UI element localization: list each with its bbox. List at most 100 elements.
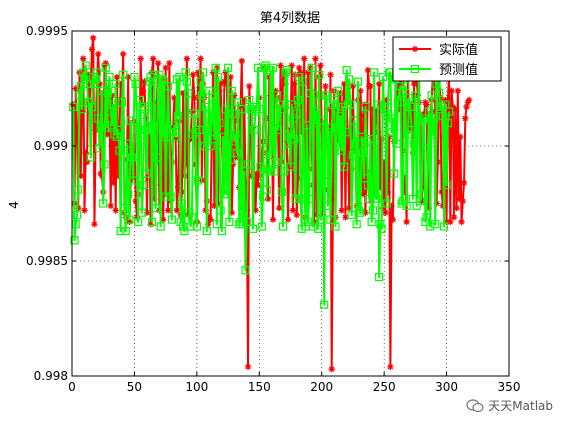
data-point [345, 75, 354, 84]
data-point [444, 96, 452, 104]
data-point [423, 144, 432, 153]
data-point [333, 86, 343, 95]
data-point [172, 75, 181, 84]
data-point [218, 129, 226, 136]
data-point [305, 194, 314, 203]
data-point [120, 204, 129, 213]
data-point [357, 87, 364, 94]
data-point [159, 216, 167, 223]
data-point [358, 148, 368, 157]
data-point [318, 126, 325, 134]
data-point [85, 71, 92, 78]
data-point [141, 78, 148, 85]
data-point [210, 135, 219, 144]
data-point [288, 62, 295, 69]
data-point [227, 73, 234, 81]
data-point [72, 210, 82, 220]
data-point [287, 100, 296, 109]
data-point [411, 91, 420, 100]
data-point [162, 64, 169, 71]
data-point [174, 111, 183, 121]
data-point [268, 63, 278, 72]
data-point [217, 80, 224, 88]
data-point [211, 63, 220, 72]
data-point [348, 151, 358, 160]
data-point [200, 141, 209, 151]
data-point [201, 102, 210, 112]
x-tick-label: 50 [127, 380, 142, 394]
data-point [330, 95, 339, 105]
data-point [151, 204, 160, 213]
data-point [197, 91, 206, 100]
y-tick-label: 0.999 [34, 139, 68, 153]
data-point [141, 125, 150, 135]
data-point [243, 160, 253, 169]
data-point [278, 222, 288, 231]
data-point [225, 217, 234, 226]
data-point [429, 114, 439, 123]
data-point [203, 123, 213, 132]
x-tick-label: 350 [498, 380, 521, 394]
data-point [143, 209, 151, 216]
data-point [419, 184, 427, 191]
data-point [156, 222, 165, 231]
data-point [270, 167, 279, 176]
data-point [420, 110, 428, 117]
data-point [194, 176, 203, 185]
data-point [453, 204, 460, 212]
data-point [139, 87, 147, 94]
data-point [192, 222, 201, 231]
data-point [394, 83, 402, 90]
data-point [312, 107, 321, 116]
data-point [189, 130, 198, 139]
data-point [226, 155, 235, 164]
data-point [327, 123, 336, 132]
series-2 [69, 61, 454, 309]
data-point [172, 135, 179, 143]
data-point [73, 124, 81, 131]
data-point [452, 106, 459, 113]
data-point [283, 138, 290, 145]
data-point [80, 75, 89, 84]
data-point [359, 191, 367, 198]
data-point [164, 82, 173, 91]
data-point [217, 227, 226, 236]
data-point [281, 69, 288, 76]
data-point [317, 164, 326, 174]
data-point [337, 89, 344, 97]
data-point [119, 50, 127, 58]
data-point [204, 221, 212, 228]
data-point [166, 192, 175, 201]
data-point [111, 79, 120, 89]
watermark: 天天Matlab [466, 397, 553, 414]
data-point [300, 169, 309, 178]
data-point [347, 210, 356, 220]
data-point [408, 101, 415, 108]
y-tick-label: 0.9985 [26, 254, 68, 268]
data-point [109, 100, 118, 109]
y-tick-label: 0.998 [34, 369, 68, 383]
data-point [413, 111, 422, 121]
data-point [351, 139, 360, 148]
data-point [188, 108, 196, 115]
x-tick-label: 250 [373, 380, 396, 394]
data-point [119, 70, 128, 79]
data-point [80, 55, 87, 62]
data-point [464, 99, 471, 106]
data-point [124, 73, 132, 81]
data-point [400, 188, 408, 196]
data-point [86, 153, 95, 162]
data-point [418, 116, 427, 125]
data-point [107, 121, 117, 130]
data-point [208, 93, 218, 102]
data-point [410, 139, 419, 148]
data-point [439, 202, 447, 209]
data-point [379, 204, 387, 212]
data-point [262, 185, 271, 194]
data-point [335, 141, 344, 151]
data-point [85, 98, 94, 107]
data-point [221, 78, 228, 85]
data-point [88, 46, 96, 53]
data-point [77, 105, 87, 114]
